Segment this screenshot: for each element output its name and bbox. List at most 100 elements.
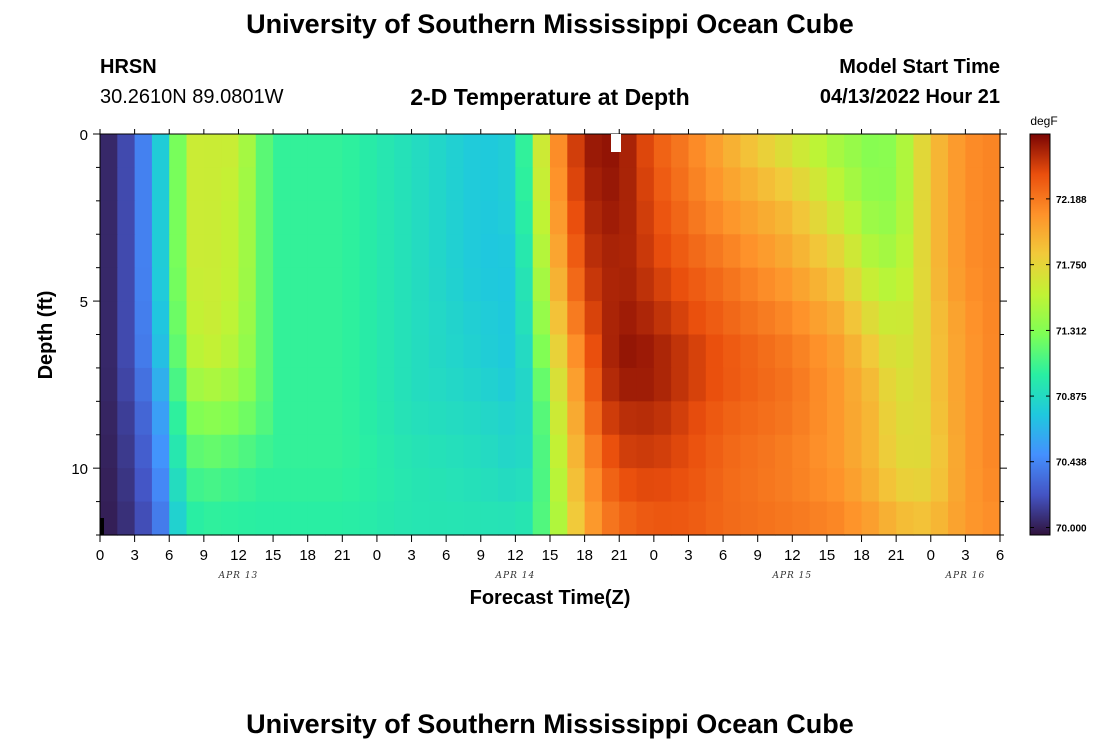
heatmap-cell [861,200,880,235]
heatmap-cell [307,267,326,302]
heatmap-cell [567,401,586,436]
heatmap-cell [601,301,620,336]
heatmap-cell [325,501,343,536]
heatmap-cell [601,167,620,202]
heatmap-cell [376,367,395,402]
x-tick-label: 21 [334,547,351,564]
heatmap-cell [428,267,447,302]
heatmap-cell [515,267,534,302]
heatmap-cell [203,401,222,436]
heatmap-cell [515,134,534,169]
heatmap-cell [653,267,672,302]
heatmap-cell [584,468,603,503]
heatmap-cell [186,501,205,536]
heatmap-cell [619,200,638,235]
heatmap-cell [255,234,274,269]
heatmap-cell [203,134,222,169]
heatmap-cell [705,134,724,169]
heatmap-cell [463,134,482,169]
heatmap-cell [809,267,828,302]
heatmap-cell [757,301,776,336]
heatmap-cell [411,267,430,302]
heatmap-cell [446,334,465,369]
heatmap-cell [394,134,413,169]
heatmap-cell [792,234,811,269]
heatmap-cell [948,234,966,269]
heatmap-cell [169,167,188,202]
heatmap-cell [826,434,845,469]
heatmap-cell [671,167,690,202]
heatmap-cell [757,434,776,469]
heatmap-cell [809,167,828,202]
heatmap-cell [117,200,136,235]
heatmap-cell [775,134,793,169]
heatmap-cell [359,301,378,336]
heatmap-cell [792,334,811,369]
heatmap-cell [498,501,516,536]
heatmap-cell [273,301,291,336]
model-start-label: Model Start Time [839,56,1000,78]
heatmap-cell [688,134,707,169]
heatmap-cell [757,501,776,536]
heatmap-cell [965,301,984,336]
heatmap-cell [913,468,932,503]
heatmap-cell [325,167,343,202]
heatmap-cell [325,134,343,169]
colorbar [1029,133,1051,536]
heatmap-cell [844,501,863,536]
heatmap-cell [913,501,932,536]
heatmap-cell [463,267,482,302]
heatmap-cell [359,367,378,402]
heatmap-cell [446,401,465,436]
heatmap-cell [100,234,118,269]
heatmap-cell [515,234,534,269]
heatmap-cell [619,434,638,469]
heatmap-cell [394,367,413,402]
heatmap-cell [446,434,465,469]
heatmap-cell [792,434,811,469]
heatmap-cell [567,334,586,369]
heatmap-cell [965,367,984,402]
heatmap-cell [134,468,153,503]
heatmap-cell [307,134,326,169]
heatmap-cell [411,334,430,369]
heatmap-cell [896,401,915,436]
heatmap-cell [100,134,118,169]
heatmap-cell [965,134,984,169]
heatmap-cell [515,301,534,336]
heatmap-cell [567,468,586,503]
heatmap-cell [394,334,413,369]
heatmap-cell [567,434,586,469]
heatmap-cell [826,167,845,202]
heatmap-cell [653,501,672,536]
heatmap-cell [428,468,447,503]
heatmap-cell [601,367,620,402]
model-start-value: 04/13/2022 Hour 21 [819,86,1000,108]
heatmap-cell [359,434,378,469]
heatmap-cell [809,134,828,169]
heatmap-cell [186,167,205,202]
heatmap-cell [792,267,811,302]
heatmap-cell [878,267,897,302]
heatmap-cell [930,468,949,503]
heatmap-cell [498,434,516,469]
heatmap-cell [948,501,966,536]
heatmap-cell [809,367,828,402]
heatmap-cell [532,234,551,269]
heatmap-cell [913,434,932,469]
heatmap-cell [238,434,257,469]
heatmap-cell [757,468,776,503]
heatmap-cell [376,301,395,336]
heatmap-cell [394,234,413,269]
heatmap-cell [446,367,465,402]
heatmap-cell [861,367,880,402]
heatmap-cell [359,501,378,536]
heatmap-cell [826,334,845,369]
heatmap-cell [982,200,1001,235]
heatmap-cell [290,501,309,536]
axes [93,129,1007,542]
heatmap-cell [307,200,326,235]
heatmap-cell [151,334,170,369]
heatmap-cell [169,200,188,235]
heatmap-cell [100,301,118,336]
